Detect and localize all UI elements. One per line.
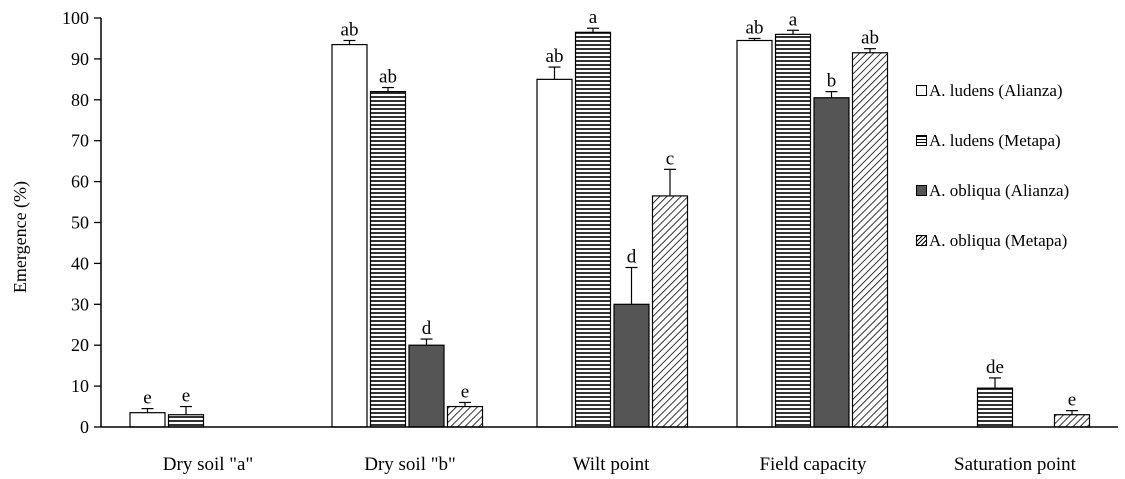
significance-letter: e [182, 386, 190, 407]
bar [369, 91, 407, 428]
y-tick-label: 20 [71, 335, 89, 355]
bar [651, 195, 689, 428]
significance-letter: a [789, 9, 798, 30]
x-tick-label: Dry soil "b" [364, 454, 456, 475]
bar [774, 33, 812, 428]
bar [446, 405, 484, 428]
legend-swatch-diagonal-hatch [916, 235, 927, 246]
significance-letter: e [143, 388, 151, 409]
y-tick-label: 10 [71, 376, 89, 396]
legend-swatch-white [916, 85, 927, 96]
y-axis: 0 10 20 30 40 50 60 70 80 90 100 [62, 8, 102, 437]
significance-letter: a [589, 7, 598, 28]
y-tick-label: 80 [71, 90, 89, 110]
bar [574, 31, 612, 428]
significance-letter: d [422, 318, 432, 339]
significance-letter: ab [746, 17, 764, 38]
bar [851, 52, 889, 428]
legend-swatch-dark-gray [916, 185, 927, 196]
bar [408, 344, 445, 428]
bar [613, 303, 650, 428]
y-tick-label: 40 [71, 253, 89, 273]
x-tick-label: Wilt point [573, 454, 651, 475]
bar [976, 387, 1014, 428]
y-tick-label: 100 [62, 8, 89, 28]
legend-label: A. ludens (Alianza) [929, 81, 1063, 100]
legend-label: A. obliqua (Alianza) [929, 181, 1070, 200]
legend: A. ludens (Alianza) A. ludens (Metapa) A… [896, 80, 1125, 280]
legend-item-obliqua-metapa: A. obliqua (Metapa) [896, 230, 1125, 254]
x-axis: Dry soil "a" Dry soil "b" Wilt point Field … [101, 426, 1118, 475]
y-tick-label: 50 [71, 213, 89, 233]
significance-letter: b [827, 71, 837, 92]
y-tick-label: 0 [80, 417, 89, 437]
significance-letter: ab [861, 28, 879, 49]
significance-letter: ab [341, 19, 359, 40]
legend-label: A. obliqua (Metapa) [929, 231, 1068, 250]
bar [813, 97, 850, 428]
bar [736, 39, 773, 428]
legend-item-ludens-alianza: A. ludens (Alianza) [896, 80, 1125, 104]
significance-letter: de [986, 357, 1004, 378]
significance-letter: c [666, 148, 674, 169]
bar [129, 412, 166, 428]
significance-letter: d [627, 246, 637, 267]
significance-letter: e [1068, 390, 1076, 411]
bars-layer: e ab ab ab e ab a a de d d b e c ab e [129, 7, 1091, 428]
significance-letter: ab [379, 67, 397, 88]
legend-swatch-horizontal-lines [916, 135, 927, 146]
bar [1053, 414, 1091, 428]
bar [331, 43, 368, 428]
y-tick-label: 30 [71, 294, 89, 314]
legend-label: A. ludens (Metapa) [929, 131, 1061, 150]
significance-letter: ab [546, 46, 564, 67]
bar [536, 78, 573, 428]
legend-item-ludens-metapa: A. ludens (Metapa) [896, 130, 1125, 154]
x-tick-label: Saturation point [954, 454, 1077, 475]
y-tick-label: 70 [71, 131, 89, 151]
significance-letter: e [461, 381, 469, 402]
bar [167, 414, 205, 428]
x-tick-label: Dry soil "a" [163, 454, 253, 475]
x-tick-label: Field capacity [759, 454, 867, 475]
y-axis-label: Emergence (%) [10, 180, 30, 294]
y-tick-label: 60 [71, 172, 89, 192]
y-tick-label: 90 [71, 49, 89, 69]
legend-item-obliqua-alianza: A. obliqua (Alianza) [896, 180, 1125, 204]
